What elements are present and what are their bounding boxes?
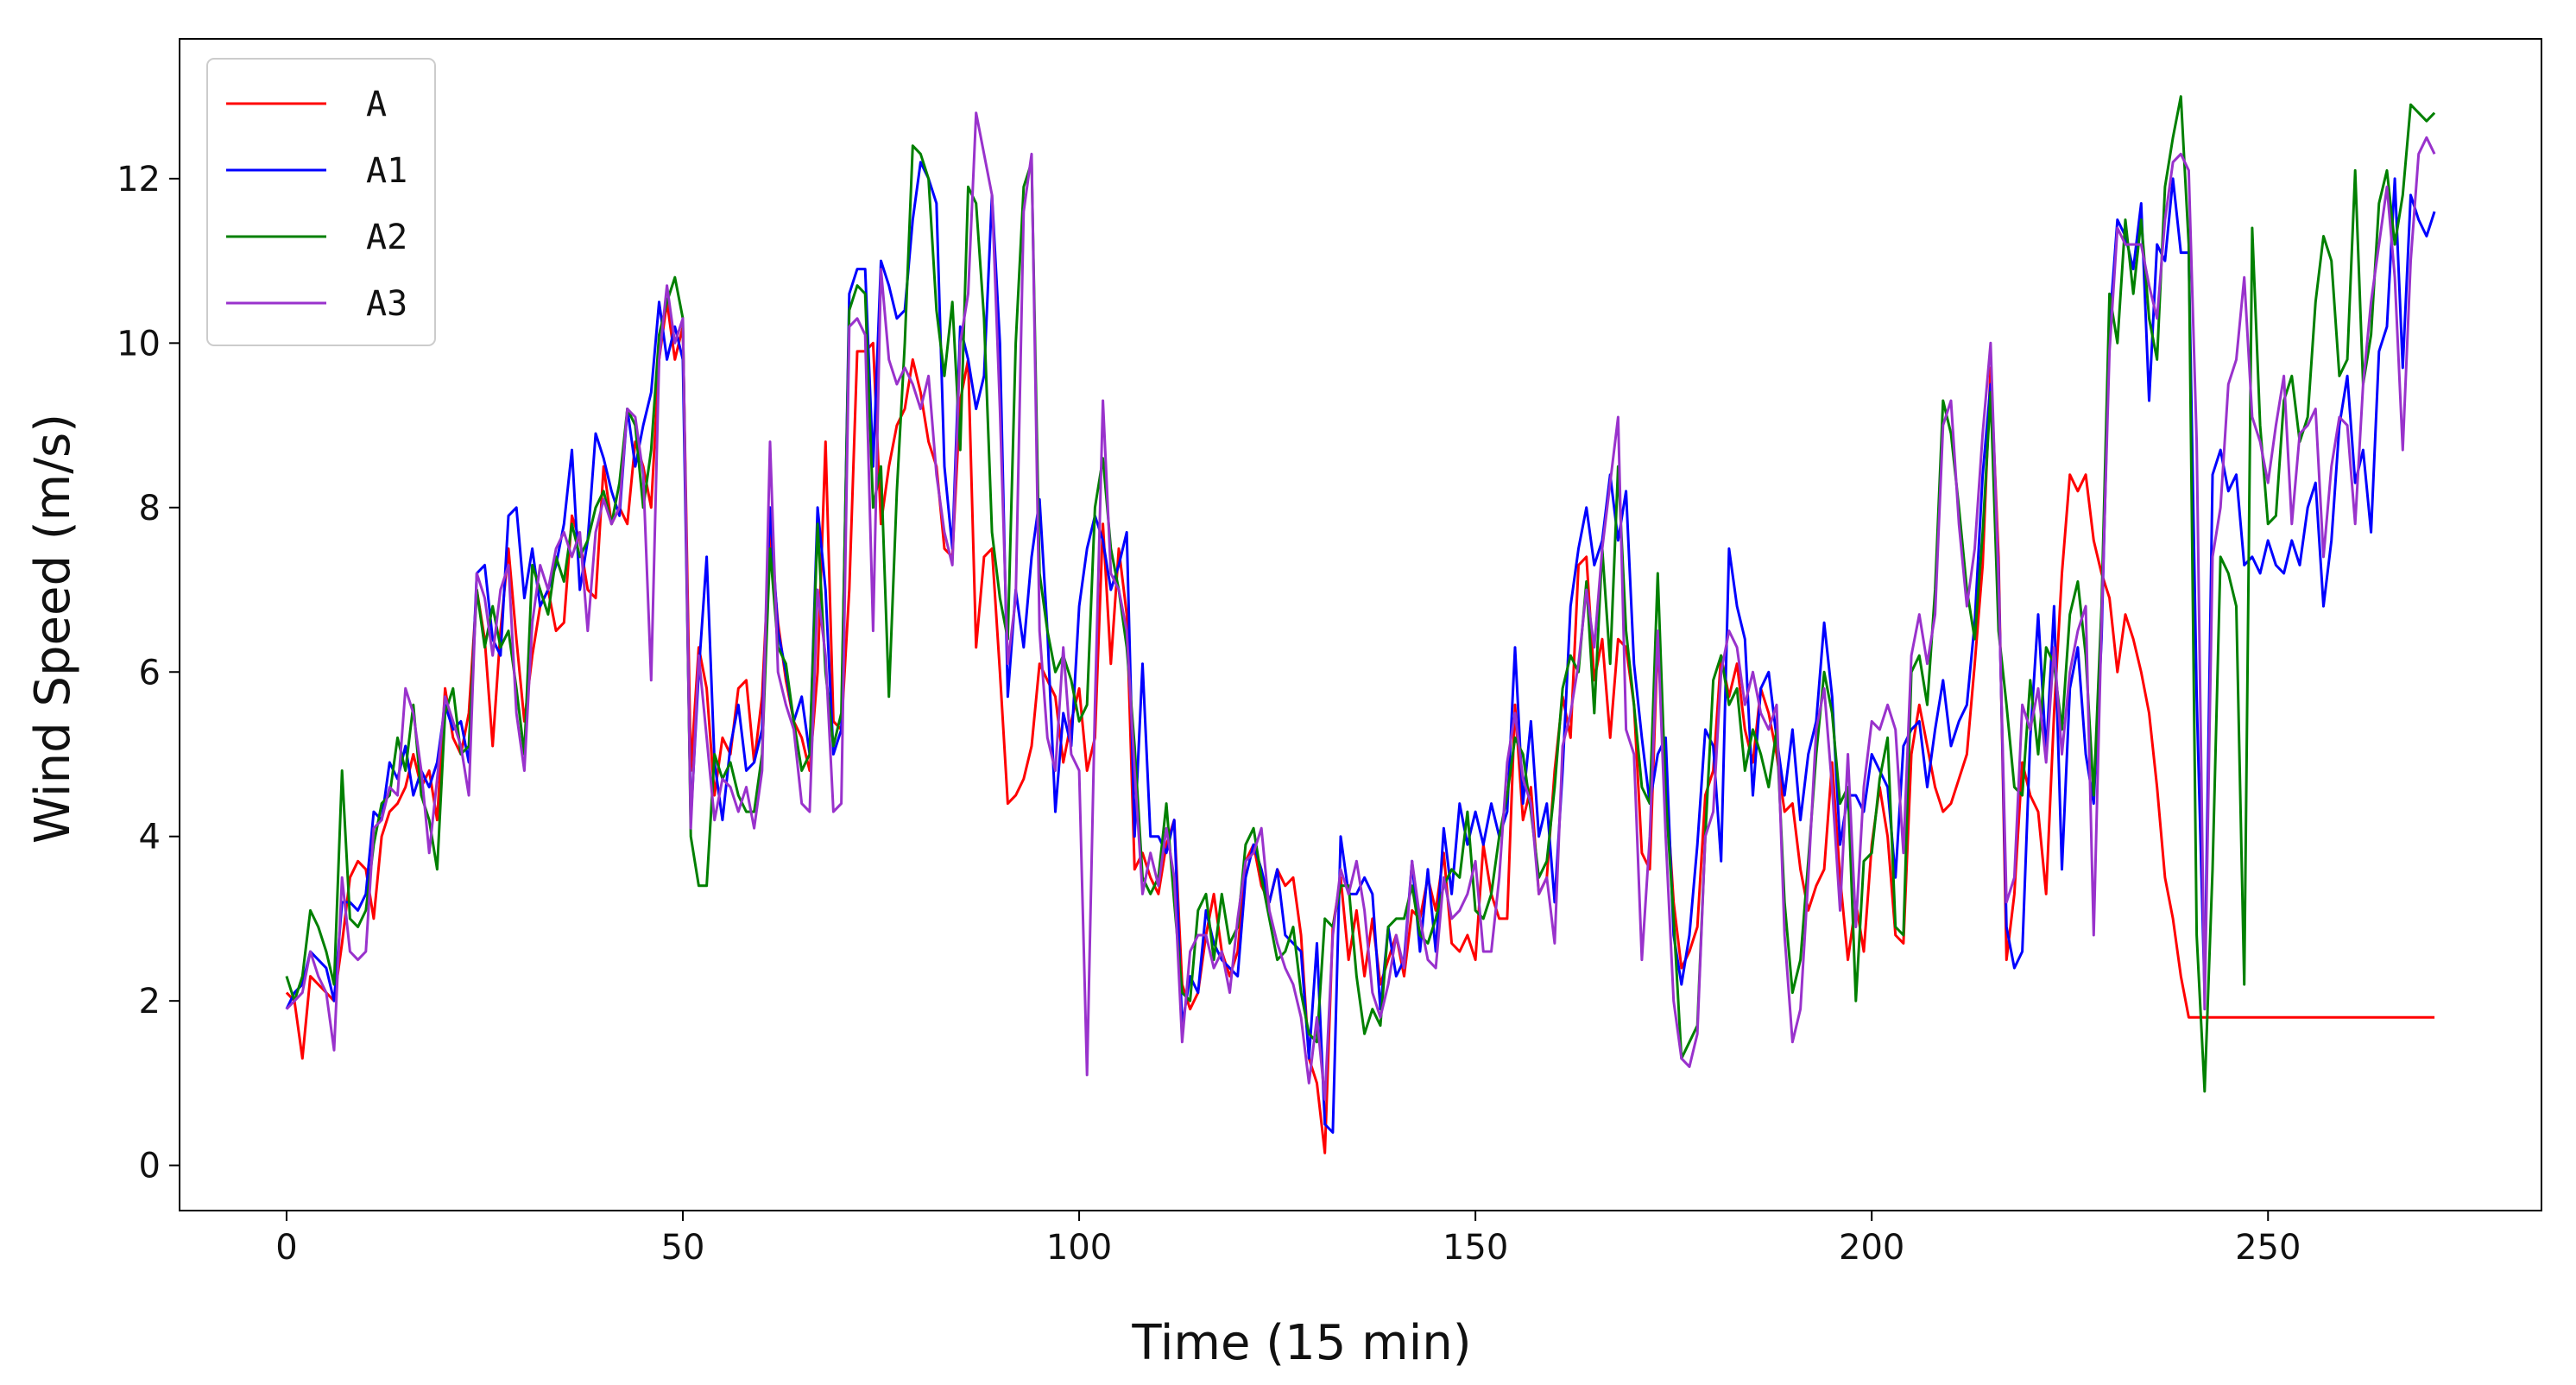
x-tick-label: 100 bbox=[1046, 1228, 1112, 1268]
legend-label-a: A bbox=[366, 85, 387, 124]
plot-frame bbox=[179, 38, 2542, 1211]
y-axis-label: Wind Speed (m/s) bbox=[25, 414, 81, 844]
series-line-a bbox=[285, 300, 2435, 1154]
series-line-a3 bbox=[285, 111, 2436, 1101]
y-tick-label: 8 bbox=[139, 489, 161, 528]
y-tick-label: 10 bbox=[117, 324, 161, 364]
x-tick-label: 200 bbox=[1839, 1228, 1904, 1268]
legend-label-a1: A1 bbox=[366, 151, 407, 191]
x-tick-label: 250 bbox=[2235, 1228, 2301, 1268]
legend: A A1 A2 A3 bbox=[206, 58, 436, 346]
y-tick-label: 6 bbox=[139, 653, 161, 692]
y-tick-label: 4 bbox=[139, 818, 161, 857]
legend-label-a2: A2 bbox=[366, 218, 407, 257]
x-tick-label: 50 bbox=[661, 1228, 705, 1268]
x-axis-ticks: 0 50 100 150 200 250 bbox=[275, 1211, 2301, 1268]
x-tick-label: 150 bbox=[1443, 1228, 1508, 1268]
y-tick-label: 0 bbox=[139, 1147, 161, 1186]
y-tick-label: 2 bbox=[139, 982, 161, 1021]
legend-label-a3: A3 bbox=[366, 284, 407, 324]
y-tick-label: 12 bbox=[117, 160, 161, 199]
x-tick-label: 0 bbox=[275, 1228, 297, 1268]
y-axis-ticks: 0 2 4 6 8 10 12 bbox=[117, 160, 180, 1186]
legend-box bbox=[206, 58, 436, 346]
series-layer bbox=[285, 95, 2436, 1154]
x-axis-label: Time (15 min) bbox=[1131, 1315, 1471, 1371]
